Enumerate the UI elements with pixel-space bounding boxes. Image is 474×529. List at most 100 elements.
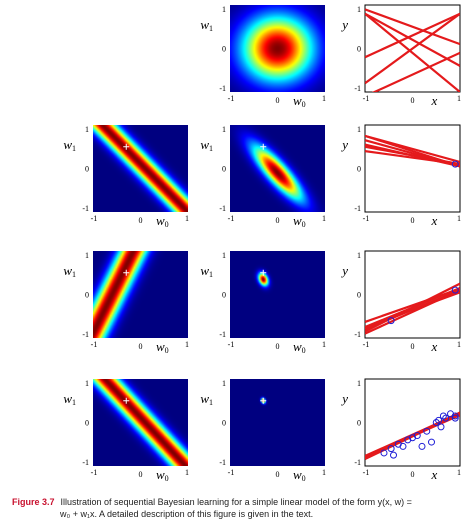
xlabel-r1c2: x [430,213,437,228]
xtick-zero-r1c0: 0 [139,216,143,225]
data-point-row-4-10 [418,442,426,450]
ytick-top-r2c0: 1 [85,251,89,260]
xtick-left-r2c1: -1 [228,340,235,349]
ytick-zero-r1c1: 0 [222,165,226,174]
xtick-zero-r3c0: 0 [139,470,143,479]
ylabel-r1c2: y [340,137,348,152]
ylabel-r3c1: w1 [200,391,213,407]
ytick-bottom-r1c1: -1 [219,204,226,213]
ytick-top-r1c1: 1 [222,125,226,134]
xtick-right-r1c1: 1 [322,214,326,223]
xtick-zero-r3c1: 0 [276,470,280,479]
data-point-row-4-13 [409,434,416,442]
true-parameter-marker-row-3 [123,269,130,276]
ytick-bottom-r2c0: -1 [82,330,89,339]
true-parameter-marker-post-row-4 [260,397,267,404]
xtick-right-r3c0: 1 [185,468,189,477]
xlabel-r2c2: x [430,339,437,354]
ylabel-r1c1: w1 [200,137,213,153]
figure-caption: Figure 3.7 Illustration of sequential Bay… [12,496,468,520]
xtick-zero-r2c1: 0 [276,342,280,351]
ytick-zero-r2c2: 0 [357,291,361,300]
xlabel-r2c1: w0 [293,339,306,355]
true-parameter-marker-post-row-2 [260,143,267,150]
sample-line-row-1-5 [365,8,460,46]
sample-line-row-3-6 [365,291,460,329]
ytick-bottom-r0c2: -1 [354,84,361,93]
xtick-zero-r0c1: 0 [276,96,280,105]
xtick-zero-r1c1: 0 [276,216,280,225]
ylabel-r0c1: w1 [200,17,213,33]
xlabel-r3c0: w0 [156,467,169,483]
xtick-left-r3c1: -1 [228,468,235,477]
data-point-row-2-1 [451,160,459,168]
ytick-zero-r2c1: 0 [222,291,226,300]
data-point-row-4-17 [435,416,443,424]
data-point-row-4-6 [423,427,431,435]
sample-line-row-4-6 [365,411,460,460]
ytick-bottom-r0c1: -1 [219,84,226,93]
ylabel-r2c2: y [340,263,348,278]
xtick-right-r0c1: 1 [322,94,326,103]
posterior-plot-row-4 [230,379,325,466]
xtick-left-r2c2: -1 [363,340,370,349]
data-point-row-4-18 [390,451,397,459]
xtick-right-r2c0: 1 [185,340,189,349]
posterior-plot-row-1 [230,5,325,92]
xtick-left-r1c0: -1 [91,214,98,223]
xtick-left-r1c1: -1 [228,214,235,223]
sample-line-row-1-4 [365,12,460,92]
xtick-left-r0c2: -1 [363,94,370,103]
xtick-zero-r1c2: 0 [411,216,415,225]
ytick-top-r0c2: 1 [357,5,361,14]
xtick-zero-r0c2: 0 [411,96,415,105]
ylabel-r3c0: w1 [63,391,76,407]
xtick-left-r3c2: -1 [363,468,370,477]
ytick-top-r3c2: 1 [357,379,361,388]
ytick-bottom-r1c2: -1 [354,204,361,213]
xlabel-r3c1: w0 [293,467,306,483]
ytick-top-r2c2: 1 [357,251,361,260]
sample-line-row-3-4 [365,287,460,323]
ytick-top-r3c0: 1 [85,379,89,388]
xtick-right-r2c2: 1 [457,340,461,349]
ytick-zero-r1c0: 0 [85,165,89,174]
xlabel-r2c0: w0 [156,339,169,355]
data-point-row-4-5 [432,419,440,426]
ylabel-r1c0: w1 [63,137,76,153]
data-point-row-4-7 [437,423,445,431]
xtick-right-r2c1: 1 [322,340,326,349]
ytick-zero-r0c1: 0 [222,45,226,54]
data-space-frame-row-2 [364,124,461,213]
sample-line-row-1-3 [365,12,460,59]
sample-line-row-2-5 [365,143,460,168]
ytick-top-r0c1: 1 [222,5,226,14]
xtick-right-r3c2: 1 [457,468,461,477]
ylabel-r2c1: w1 [200,263,213,279]
ytick-zero-r1c2: 0 [357,165,361,174]
xtick-left-r1c2: -1 [363,214,370,223]
posterior-plot-row-3 [230,251,325,338]
xtick-left-r2c0: -1 [91,340,98,349]
ytick-bottom-r3c1: -1 [219,458,226,467]
ytick-top-r1c0: 1 [85,125,89,134]
caption-line-1: Illustration of sequential Bayesian lear… [60,497,412,507]
true-parameter-marker-post-row-3 [260,269,267,276]
true-parameter-marker-row-4 [123,397,130,404]
xtick-zero-r2c0: 0 [139,342,143,351]
ytick-bottom-r2c2: -1 [354,330,361,339]
sample-line-row-2-6 [365,134,460,164]
ytick-bottom-r3c2: -1 [354,458,361,467]
data-point-row-4-12 [428,438,435,446]
ytick-zero-r3c1: 0 [222,419,226,428]
ytick-bottom-r1c0: -1 [82,204,89,213]
xlabel-r0c1: w0 [293,93,306,109]
sample-line-row-1-2 [365,12,460,67]
xtick-right-r3c1: 1 [322,468,326,477]
data-point-row-4-15 [380,449,388,457]
data-point-row-4-19 [439,412,447,420]
ytick-zero-r2c0: 0 [85,291,89,300]
true-parameter-marker-row-2 [123,143,130,150]
data-point-row-3-2 [387,317,395,325]
